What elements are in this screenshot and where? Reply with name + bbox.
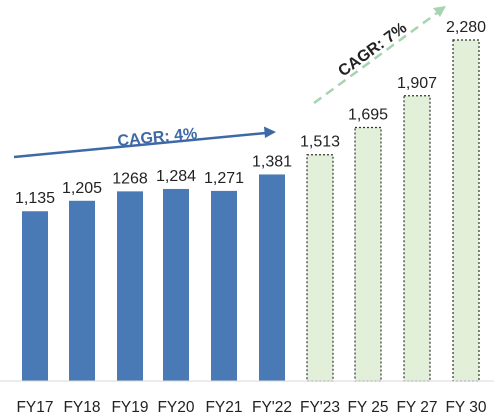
bar-fy-27 bbox=[403, 95, 431, 382]
cagr-projected-arrow bbox=[313, 11, 438, 105]
category-label-fy18: FY18 bbox=[63, 399, 100, 416]
category-labels-layer: FY17 FY18 FY19 FY20 FY21 FY'22 FY'23 FY 25 FY 27… bbox=[16, 399, 486, 416]
category-label-fy-22: FY'22 bbox=[252, 399, 292, 416]
bar-fy-22 bbox=[259, 174, 285, 381]
data-label-fy21: 1,271 bbox=[204, 170, 244, 187]
cagr-actual-annotation: CAGR: 4% bbox=[13, 125, 276, 159]
bar-fy20 bbox=[163, 188, 189, 381]
bar-fy-30 bbox=[452, 39, 480, 382]
category-label-fy-27: FY 27 bbox=[396, 399, 437, 416]
data-label-fy-27: 1,907 bbox=[397, 75, 437, 92]
bar-fy19 bbox=[117, 191, 143, 381]
category-label-fy20: FY20 bbox=[157, 399, 194, 416]
category-label-fy21: FY21 bbox=[205, 399, 242, 416]
data-label-fy-22: 1,381 bbox=[252, 153, 292, 170]
data-label-fy-23: 1,513 bbox=[300, 134, 340, 151]
bar-fy17 bbox=[22, 211, 48, 381]
data-label-fy-30: 2,280 bbox=[446, 19, 486, 36]
category-label-fy17: FY17 bbox=[16, 399, 53, 416]
cagr-actual-label: CAGR: 4% bbox=[117, 125, 198, 150]
bar-fy21 bbox=[211, 190, 237, 381]
data-label-fy-25: 1,695 bbox=[348, 106, 388, 123]
data-label-fy19: 1268 bbox=[112, 170, 148, 187]
category-label-fy-23: FY'23 bbox=[300, 399, 340, 416]
category-label-fy19: FY19 bbox=[111, 399, 148, 416]
bar-fy18 bbox=[69, 200, 95, 381]
cagr-projected-label: CAGR: 7% bbox=[335, 19, 410, 80]
data-label-fy18: 1,205 bbox=[62, 180, 102, 197]
data-labels-layer: 1,135 1,205 1268 1,284 1,271 1,381 1,513 1,695 1… bbox=[15, 19, 486, 207]
bar-fy-25 bbox=[354, 126, 382, 382]
category-label-fy-25: FY 25 bbox=[347, 399, 388, 416]
cagr-actual-arrowhead bbox=[264, 126, 276, 138]
category-label-fy-30: FY 30 bbox=[445, 399, 486, 416]
cagr-actual-arrow bbox=[13, 131, 267, 159]
bar-fy-23 bbox=[306, 154, 334, 382]
cagr-projected-arrowhead bbox=[433, 6, 446, 17]
data-label-fy17: 1,135 bbox=[15, 190, 55, 207]
data-label-fy20: 1,284 bbox=[156, 168, 196, 185]
bars-layer bbox=[22, 39, 480, 382]
